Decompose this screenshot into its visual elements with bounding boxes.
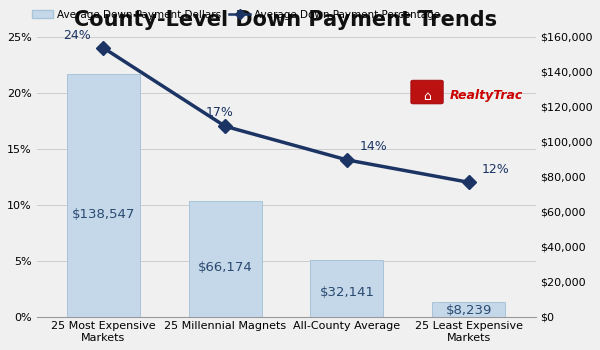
Title: County-Level Down Payment Trends: County-Level Down Payment Trends: [74, 10, 497, 30]
Bar: [188, 201, 262, 317]
Bar: [432, 302, 505, 317]
Text: 14%: 14%: [360, 140, 388, 153]
Text: $66,174: $66,174: [198, 261, 253, 274]
Bar: [310, 260, 383, 317]
Text: 12%: 12%: [482, 163, 509, 176]
Legend: Average Down Payment Dollars, Average Down Payment Percentage: Average Down Payment Dollars, Average Do…: [28, 6, 445, 24]
Text: 17%: 17%: [205, 106, 233, 119]
Text: $138,547: $138,547: [72, 208, 135, 221]
Text: $32,141: $32,141: [319, 287, 374, 300]
Bar: [67, 74, 140, 317]
Text: $8,239: $8,239: [445, 304, 492, 317]
Text: ⌂: ⌂: [423, 90, 431, 103]
FancyBboxPatch shape: [411, 80, 443, 104]
Text: 24%: 24%: [63, 29, 91, 42]
Text: RealtyTrac: RealtyTrac: [450, 89, 523, 101]
